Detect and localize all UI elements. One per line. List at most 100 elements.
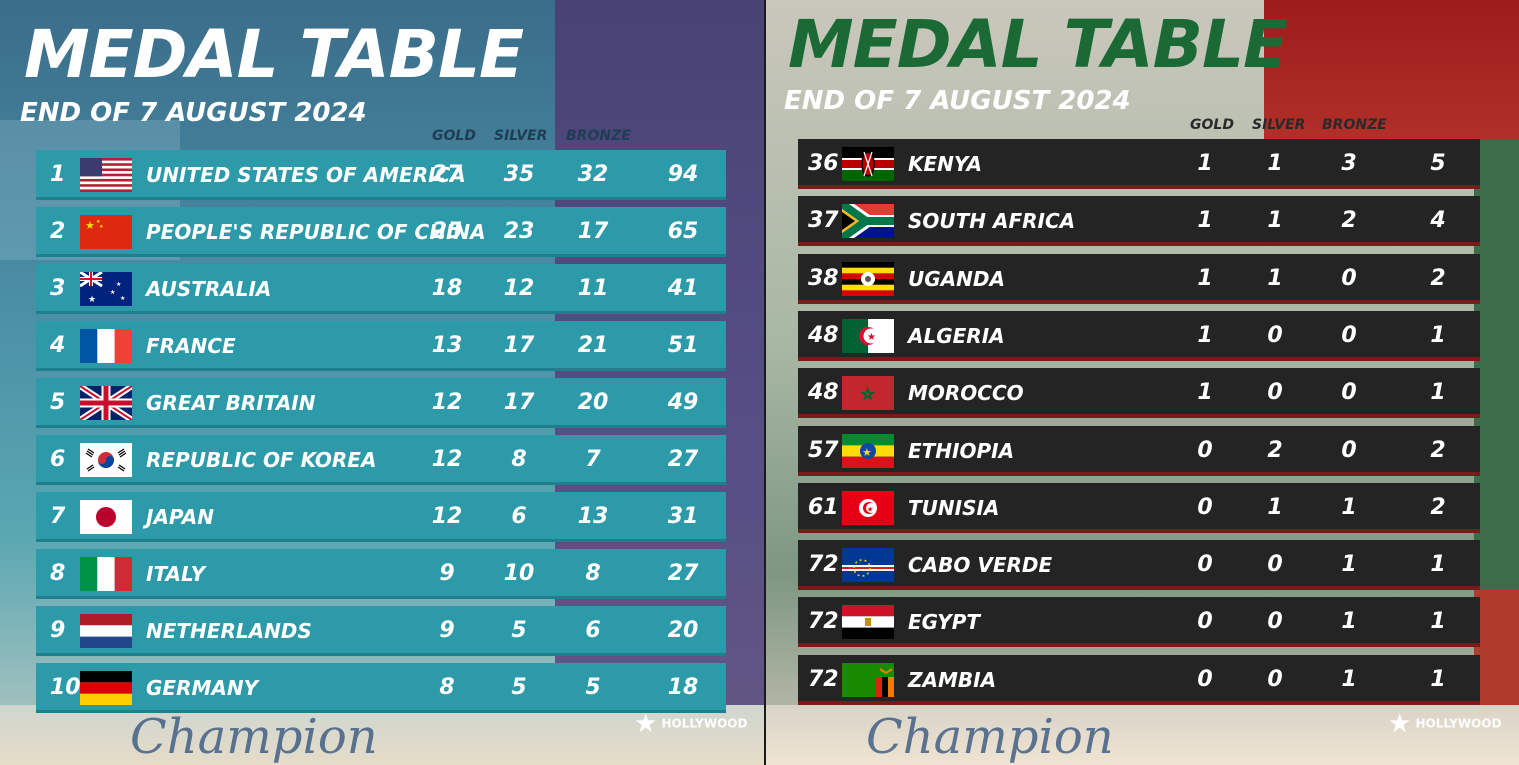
panel-title: MEDAL TABLE <box>788 6 1288 83</box>
silver-column-header: SILVER <box>494 128 548 144</box>
country-name: GERMANY <box>146 676 259 700</box>
rank-cell: 57 <box>808 437 839 463</box>
table-row: 10 GERMANY 8 5 5 18 <box>36 663 726 713</box>
total-count: 27 <box>667 561 699 586</box>
gold-count: 9 <box>439 561 455 586</box>
rank-cell: 10 <box>50 675 81 700</box>
rank-cell: 5 <box>50 390 66 415</box>
total-count: 2 <box>1430 265 1446 291</box>
rank-cell: 48 <box>808 322 839 348</box>
brand-logo: ★ HOLLYWOOD <box>1388 709 1501 739</box>
south-africa-flag <box>842 204 894 239</box>
bronze-count: 6 <box>585 618 601 643</box>
country-name: REPUBLIC OF KOREA <box>146 448 377 472</box>
country-name: PEOPLE'S REPUBLIC OF CHINA <box>146 220 486 244</box>
netherlands-flag <box>80 614 132 648</box>
table-row: 4 FRANCE 13 17 21 51 <box>36 321 726 371</box>
table-row: 6 REPUBLIC OF KOREA 12 8 7 27 <box>36 435 726 485</box>
right-medal-panel: MEDAL TABLE END OF 7 AUGUST 2024 GOLD SI… <box>766 0 1519 765</box>
total-count: 20 <box>667 618 699 643</box>
egypt-flag <box>842 605 894 640</box>
tunisia-flag: ★ <box>842 490 894 525</box>
country-name: UGANDA <box>908 266 1005 291</box>
background-floor <box>0 705 764 765</box>
bronze-count: 0 <box>1341 380 1357 406</box>
silver-count: 5 <box>511 618 527 643</box>
total-count: 94 <box>667 162 699 187</box>
silver-count: 1 <box>1267 494 1283 520</box>
bronze-count: 0 <box>1341 322 1357 348</box>
svg-text:★: ★ <box>85 219 95 232</box>
ethiopia-flag: ★ <box>842 433 894 468</box>
gold-count: 0 <box>1197 552 1213 578</box>
bronze-count: 21 <box>577 333 609 358</box>
country-name: UNITED STATES OF AMERICA <box>146 163 466 187</box>
rank-cell: 1 <box>50 162 66 187</box>
total-count: 1 <box>1430 552 1446 578</box>
total-count: 1 <box>1430 380 1446 406</box>
bronze-count: 1 <box>1341 609 1357 635</box>
country-name: TUNISIA <box>908 495 1000 520</box>
gold-count: 1 <box>1197 322 1213 348</box>
gold-count: 12 <box>431 504 463 529</box>
japan-flag <box>80 500 132 534</box>
silver-count: 5 <box>511 675 527 700</box>
country-name: AUSTRALIA <box>146 277 272 301</box>
great-britain-flag <box>80 386 132 420</box>
total-count: 1 <box>1430 609 1446 635</box>
svg-text:★: ★ <box>116 281 121 288</box>
total-count: 4 <box>1430 208 1446 234</box>
bronze-count: 8 <box>585 561 601 586</box>
gold-column-header: GOLD <box>432 128 476 144</box>
rank-cell: 3 <box>50 276 66 301</box>
svg-text:★: ★ <box>867 505 873 513</box>
svg-text:★: ★ <box>120 295 125 302</box>
zambia-flag <box>842 662 894 697</box>
france-flag <box>80 329 132 363</box>
signature: Champion <box>866 709 1114 765</box>
total-count: 18 <box>667 675 699 700</box>
total-count: 1 <box>1430 666 1446 692</box>
total-count: 27 <box>667 447 699 472</box>
bronze-count: 17 <box>577 219 609 244</box>
svg-text:★: ★ <box>96 219 101 225</box>
bronze-count: 1 <box>1341 666 1357 692</box>
total-count: 2 <box>1430 494 1446 520</box>
bronze-count: 7 <box>585 447 601 472</box>
silver-count: 0 <box>1267 322 1283 348</box>
bronze-count: 0 <box>1341 437 1357 463</box>
country-name: ALGERIA <box>908 323 1005 348</box>
svg-text:★: ★ <box>99 224 104 230</box>
brand-logo: ★ HOLLYWOOD <box>634 709 747 739</box>
gold-count: 0 <box>1197 437 1213 463</box>
total-count: 41 <box>667 276 699 301</box>
algeria-flag: ★ <box>842 318 894 353</box>
country-name: CABO VERDE <box>908 553 1053 578</box>
table-row: 5 GREAT BRITAIN 12 17 20 49 <box>36 378 726 428</box>
gold-count: 25 <box>431 219 463 244</box>
table-row: 48 ★ ALGERIA 1 0 0 1 <box>798 310 1480 361</box>
bronze-count: 32 <box>577 162 609 187</box>
bronze-count: 1 <box>1341 552 1357 578</box>
rank-cell: 72 <box>808 666 839 692</box>
country-name: EGYPT <box>908 610 981 635</box>
table-row: 72 EGYPT 0 0 1 1 <box>798 597 1480 648</box>
korea-flag <box>80 443 132 477</box>
usa-flag <box>80 158 132 192</box>
rank-cell: 61 <box>808 494 839 520</box>
gold-count: 12 <box>431 447 463 472</box>
table-row: 38 UGANDA 1 1 0 2 <box>798 253 1480 304</box>
brand-name: HOLLYWOOD <box>1415 716 1502 731</box>
morocco-flag: ☆ <box>842 376 894 411</box>
rank-cell: 4 <box>50 333 66 358</box>
bronze-count: 5 <box>585 675 601 700</box>
bronze-count: 11 <box>577 276 609 301</box>
gold-count: 1 <box>1197 380 1213 406</box>
total-count: 5 <box>1430 151 1446 176</box>
gold-count: 13 <box>431 333 463 358</box>
table-row: 2 ★ ★ ★ PEOPLE'S REPUBLIC OF CHINA 25 23 17 65 <box>36 207 726 257</box>
panel-title: MEDAL TABLE <box>24 16 524 93</box>
star-icon: ★ <box>1388 709 1412 739</box>
country-name: JAPAN <box>146 505 214 529</box>
rank-cell: 38 <box>808 265 839 291</box>
